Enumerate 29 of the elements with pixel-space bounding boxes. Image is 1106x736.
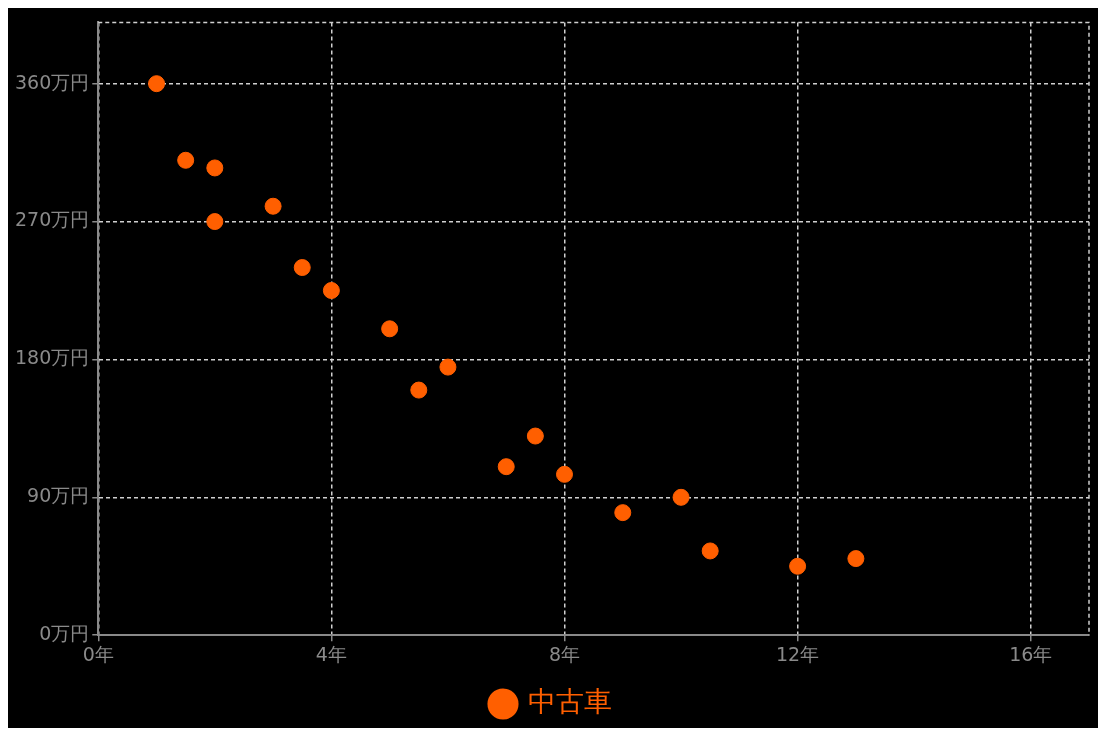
x-tick-label: 0年: [82, 642, 114, 665]
point: [672, 488, 690, 506]
point: [497, 458, 515, 476]
x-tick-label: 4年: [315, 642, 347, 665]
point: [381, 320, 399, 338]
x-tick-label: 12年: [776, 642, 820, 665]
point: [410, 381, 428, 399]
point: [322, 282, 340, 299]
point: [847, 550, 865, 568]
point: [206, 213, 224, 231]
point: [789, 557, 807, 575]
y-tick-label: 180万円: [15, 346, 90, 369]
y-tick-label: 360万円: [15, 70, 90, 93]
point: [264, 197, 282, 215]
point: [526, 427, 544, 445]
legend-label: 中古車: [528, 685, 612, 719]
y-tick-label: 270万円: [15, 208, 90, 231]
point: [206, 159, 224, 177]
x-tick-label: 16年: [1009, 642, 1053, 665]
point: [293, 259, 311, 277]
point: [555, 465, 573, 483]
x-tick-label: 8年: [548, 642, 581, 665]
point: [439, 358, 457, 376]
point: [614, 504, 632, 522]
point: [148, 75, 166, 93]
point: [177, 151, 195, 169]
y-tick-label: 0万円: [39, 622, 90, 645]
point: [701, 542, 719, 560]
y-tick-label: 90万円: [27, 484, 90, 507]
